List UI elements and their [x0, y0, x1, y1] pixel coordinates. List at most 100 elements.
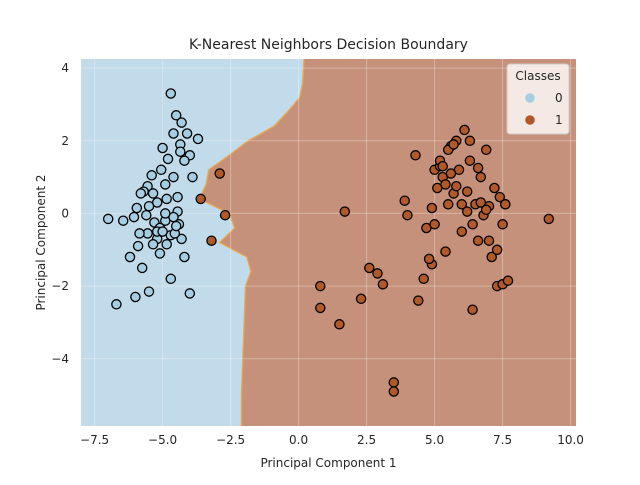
x-tick-label: 7.5	[493, 433, 512, 447]
data-point-class-1	[464, 135, 476, 147]
data-point-class-0	[170, 220, 182, 232]
data-point-class-1	[543, 213, 555, 225]
data-point-class-0	[170, 110, 182, 121]
data-point-class-1	[418, 273, 429, 285]
x-tick-label: 0.0	[289, 433, 308, 447]
data-point-class-1	[442, 199, 454, 210]
data-point-class-1	[388, 377, 400, 388]
data-point-class-0	[179, 155, 190, 166]
data-point-class-1	[491, 244, 503, 256]
data-point-class-0	[130, 291, 141, 303]
data-point-class-1	[410, 150, 421, 161]
data-point-class-1	[459, 124, 470, 136]
legend-label-class-1: 1	[555, 113, 563, 127]
data-point-class-1	[451, 180, 462, 192]
data-point-class-1	[206, 235, 217, 246]
data-point-class-0	[160, 208, 171, 219]
data-point-class-0	[154, 248, 166, 259]
data-point-class-0	[192, 133, 204, 145]
data-point-class-1	[494, 191, 506, 203]
data-point-class-0	[134, 228, 145, 239]
y-tick-label: −2	[51, 279, 69, 293]
data-point-class-1	[461, 206, 473, 217]
data-point-class-0	[176, 117, 187, 128]
data-point-class-0	[165, 88, 177, 99]
data-point-class-0	[102, 213, 114, 225]
data-point-class-1	[480, 144, 492, 156]
data-point-class-1	[464, 155, 476, 166]
data-point-class-0	[111, 299, 122, 310]
legend-title: Classes	[515, 69, 560, 83]
data-point-class-1	[355, 293, 367, 305]
data-point-class-1	[214, 168, 225, 179]
data-point-class-1	[339, 206, 351, 217]
data-point-class-1	[315, 280, 326, 292]
data-point-class-1	[219, 209, 231, 221]
x-tick-label: −5.0	[148, 433, 177, 447]
data-point-class-0	[132, 240, 144, 252]
data-point-class-1	[388, 386, 400, 397]
data-point-class-1	[426, 202, 438, 214]
x-tick-label: 10.0	[557, 433, 584, 447]
data-point-class-1	[437, 160, 448, 172]
y-tick-label: −4	[51, 352, 69, 366]
data-point-class-1	[372, 268, 383, 279]
chart-title: K-Nearest Neighbors Decision Boundary	[189, 37, 468, 53]
data-point-class-0	[131, 202, 143, 214]
y-tick-label: 2	[61, 134, 69, 148]
data-point-class-0	[184, 288, 196, 299]
y-tick-label: 4	[61, 61, 69, 75]
data-point-class-1	[445, 168, 457, 179]
data-point-class-0	[160, 179, 171, 190]
data-point-class-1	[423, 253, 435, 265]
data-point-class-0	[168, 128, 179, 139]
x-tick-label: −2.5	[216, 433, 245, 447]
data-point-class-1	[377, 279, 389, 290]
data-point-class-0	[155, 164, 167, 176]
data-point-class-0	[181, 128, 193, 139]
data-point-class-1	[448, 139, 459, 150]
points-layer	[102, 88, 555, 397]
data-point-class-1	[483, 235, 495, 246]
legend: Classes 0 1	[506, 63, 570, 135]
data-point-class-1	[334, 319, 345, 330]
data-point-class-0	[157, 226, 168, 237]
data-point-class-1	[480, 204, 492, 216]
data-point-class-1	[472, 235, 484, 246]
decision-boundary-line	[198, 59, 305, 426]
data-point-class-0	[161, 193, 172, 205]
x-axis-label: Principal Component 1	[260, 456, 396, 470]
y-tick-label: 0	[61, 206, 69, 220]
data-point-class-0	[165, 273, 177, 285]
data-point-class-1	[489, 182, 500, 194]
data-point-class-0	[161, 239, 172, 250]
data-point-class-0	[187, 171, 198, 183]
data-point-class-0	[172, 191, 183, 203]
data-point-class-1	[456, 199, 468, 210]
data-point-class-1	[315, 302, 326, 314]
y-axis-label: Principal Component 2	[34, 174, 48, 310]
data-point-class-0	[162, 153, 174, 165]
data-point-class-0	[175, 146, 186, 157]
data-point-class-0	[136, 262, 148, 274]
data-point-class-1	[497, 219, 508, 230]
data-point-class-0	[141, 209, 152, 221]
data-point-class-1	[399, 195, 410, 206]
data-point-class-0	[143, 200, 155, 212]
data-point-class-1	[502, 275, 514, 286]
data-point-class-1	[364, 262, 375, 274]
legend-frame	[506, 63, 570, 135]
data-point-class-1	[402, 209, 413, 221]
data-point-class-0	[146, 170, 157, 181]
data-point-class-0	[147, 239, 159, 250]
legend-label-class-0: 0	[555, 91, 563, 105]
data-point-class-0	[157, 142, 168, 154]
legend-marker-class-0	[525, 93, 535, 103]
data-point-class-1	[429, 219, 440, 230]
data-point-class-1	[467, 304, 478, 315]
x-tick-label: 5.0	[425, 433, 444, 447]
data-point-class-1	[500, 199, 511, 210]
data-point-class-1	[467, 219, 478, 230]
